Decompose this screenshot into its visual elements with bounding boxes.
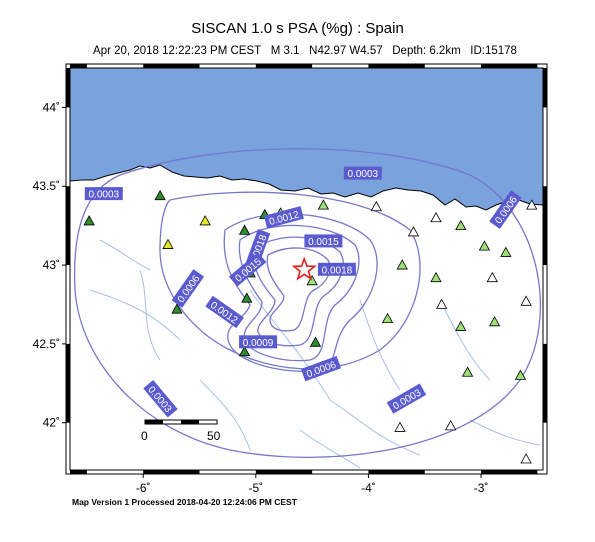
station-triangle-icon — [430, 211, 442, 223]
svg-text:0.0003: 0.0003 — [348, 169, 379, 180]
event-date: Apr 20, 2018 12:22:23 PM CEST — [93, 45, 262, 57]
station-triangle-icon — [396, 259, 408, 270]
station-triangle-icon — [407, 226, 420, 237]
station-triangle-icon — [306, 274, 318, 286]
rivers — [89, 239, 541, 469]
contour-label: 0.0015 — [304, 234, 343, 248]
event-location: N42.97 W4.57 — [309, 45, 383, 57]
lon-tick-label: -4˚ — [361, 481, 376, 495]
station-triangle-icon — [520, 453, 532, 464]
map-title: SISCAN 1.0 s PSA (%g) : Spain — [191, 20, 404, 37]
station-triangle-icon — [199, 215, 211, 226]
lon-tick-label: -6˚ — [136, 481, 151, 495]
svg-text:0.0018: 0.0018 — [322, 265, 353, 276]
lat-tick-label: 43˚ — [43, 258, 60, 272]
epicenter — [291, 256, 317, 281]
sea-area — [70, 68, 543, 211]
station-triangle-icon — [83, 215, 95, 226]
map-version-footer: Map Version 1 Processed 2018-04-20 12:24… — [72, 497, 297, 507]
station-triangle-icon — [478, 240, 491, 251]
station-triangle-icon — [162, 238, 174, 249]
station-triangle-icon — [394, 421, 406, 432]
event-id: ID:15178 — [470, 45, 517, 57]
distance-scale: 0 50 — [141, 419, 221, 443]
station-triangle-icon — [526, 199, 538, 210]
contours — [73, 148, 542, 458]
lat-tick-label: 44˚ — [43, 100, 60, 114]
station-triangle-icon — [514, 369, 527, 380]
station-triangle-icon — [520, 295, 532, 306]
svg-text:0.0009: 0.0009 — [243, 338, 274, 349]
station-triangle-icon — [461, 366, 474, 377]
station-triangle-icon — [381, 312, 394, 324]
contour-label: 0.0009 — [239, 335, 278, 349]
station-triangle-icon — [500, 246, 512, 257]
svg-text:0.0015: 0.0015 — [308, 237, 339, 248]
lon-tick-label: -3˚ — [474, 481, 489, 495]
station-triangle-icon — [455, 219, 467, 231]
station-triangle-icon — [238, 224, 251, 235]
svg-text:0.0003: 0.0003 — [88, 190, 119, 201]
station-triangle-icon — [435, 298, 448, 309]
station-triangle-icon — [317, 199, 330, 210]
lat-tick-label: 42.5˚ — [33, 337, 60, 351]
lat-tick-label: 42˚ — [43, 416, 60, 430]
station-triangle-icon — [455, 320, 467, 331]
lon-tick-label: -5˚ — [248, 481, 263, 495]
station-triangle-icon — [488, 315, 501, 327]
station-triangle-icon — [309, 336, 322, 347]
event-depth: Depth: 6.2km — [392, 45, 461, 57]
event-info: Apr 20, 2018 12:22:23 PM CEST M 3.1 N42.… — [0, 45, 595, 57]
axis-tick-labels: -6˚ -5˚ -4˚ -3˚ 44˚ 43.5˚ 43˚ 42.5˚ 42˚ — [33, 100, 489, 495]
station-markers — [83, 189, 538, 464]
station-triangle-icon — [154, 189, 166, 201]
map-frame — [65, 63, 548, 475]
contour-label: 0.0003 — [84, 187, 123, 201]
station-triangle-icon — [444, 420, 457, 431]
scale-min-label: 0 — [141, 429, 148, 443]
station-triangle-icon — [486, 271, 499, 283]
station-triangle-icon — [171, 303, 183, 314]
event-magnitude: M 3.1 — [270, 45, 300, 57]
scale-max-label: 50 — [207, 429, 221, 443]
lat-tick-label: 43.5˚ — [33, 179, 60, 193]
station-triangle-icon — [370, 200, 383, 212]
station-triangle-icon — [238, 345, 251, 357]
station-triangle-icon — [241, 292, 253, 303]
station-triangle-icon — [430, 271, 442, 283]
contour-label: 0.0018 — [317, 262, 356, 276]
epicenter-star-icon — [291, 256, 317, 281]
contour-label: 0.0003 — [343, 166, 382, 180]
